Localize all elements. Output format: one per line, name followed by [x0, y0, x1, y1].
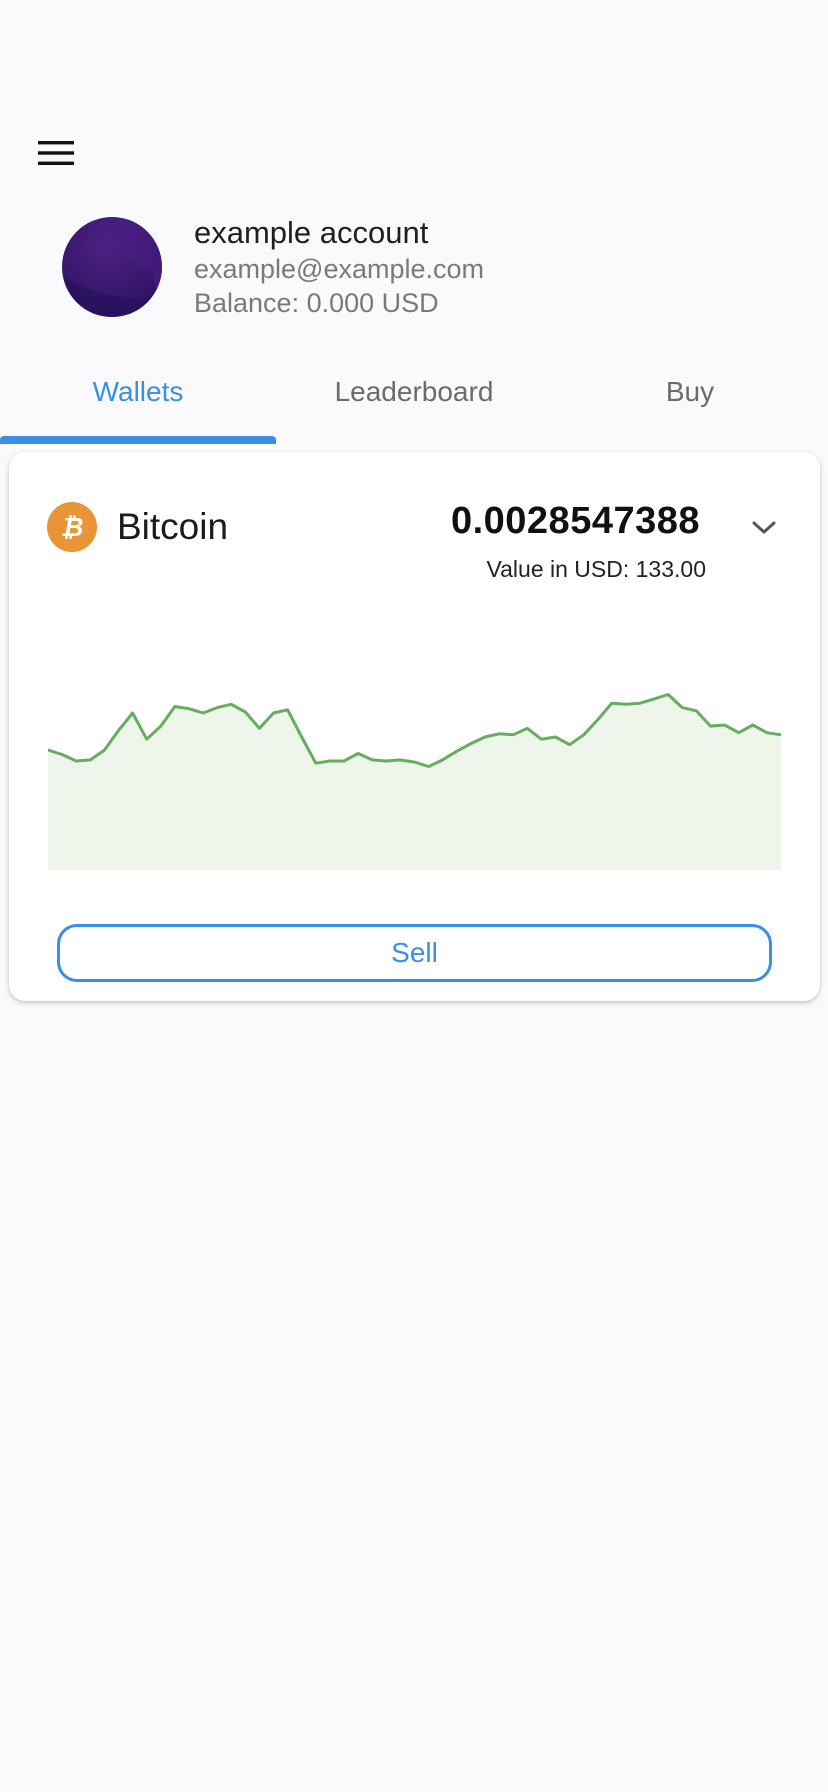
sell-button[interactable]: Sell	[57, 924, 772, 982]
bitcoin-icon: ₿	[47, 502, 97, 552]
tab-wallets[interactable]: Wallets	[0, 358, 276, 444]
tab-buy[interactable]: Buy	[552, 358, 828, 444]
chart-line	[48, 693, 781, 768]
tab-leaderboard[interactable]: Leaderboard	[276, 358, 552, 444]
account-name: example account	[194, 215, 429, 250]
tab-label: Buy	[665, 376, 715, 407]
account-info: example account example@example.com Bala…	[194, 214, 484, 320]
price-chart	[48, 693, 781, 870]
chevron-down-icon	[752, 521, 776, 534]
account-header: example account example@example.com Bala…	[62, 214, 484, 320]
coin-amount: 0.0028547388	[450, 500, 700, 542]
tab-label: Wallets	[92, 376, 184, 407]
chart-area	[48, 694, 781, 870]
menu-button[interactable]	[30, 132, 82, 174]
hamburger-menu-icon	[38, 141, 74, 165]
tab-label: Leaderboard	[334, 376, 494, 407]
expand-button[interactable]	[744, 508, 784, 548]
usd-value: Value in USD: 133.00	[486, 556, 707, 582]
avatar	[62, 217, 162, 317]
active-tab-indicator	[0, 436, 276, 444]
coin-header: ₿ Bitcoin	[47, 502, 228, 552]
account-email: example@example.com	[194, 254, 485, 284]
svg-text:₿: ₿	[61, 512, 84, 542]
coin-name: Bitcoin	[117, 506, 229, 547]
tab-bar: Wallets Leaderboard Buy	[0, 358, 828, 444]
sell-button-label: Sell	[391, 937, 438, 968]
wallet-card: ₿ Bitcoin 0.0028547388 Value in USD: 133…	[9, 452, 820, 1001]
account-balance: Balance: 0.000 USD	[194, 288, 439, 318]
